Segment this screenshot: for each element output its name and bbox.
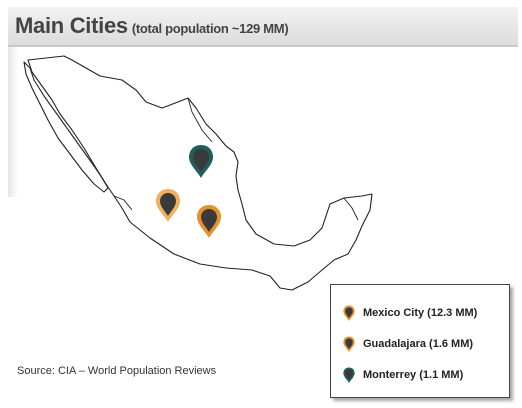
- mexico-outline-svg: [23, 55, 373, 291]
- baja-california: [23, 61, 109, 193]
- map-pin-icon: [343, 305, 355, 321]
- mexico-city-pin-icon: [197, 205, 221, 238]
- source-note: Source: CIA – World Population Reviews: [17, 365, 217, 377]
- legend-label: Monterrey (1.1 MM): [363, 369, 464, 381]
- page-title: Main Cities (total population ~129 MM): [15, 13, 289, 39]
- page-subtitle: (total population ~129 MM): [131, 21, 289, 36]
- guadalajara-pin-icon: [156, 189, 180, 222]
- title-text: Main Cities: [15, 13, 128, 38]
- side-shadow: [8, 47, 18, 197]
- legend-label: Mexico City (12.3 MM): [363, 307, 478, 319]
- monterrey-pin-icon: [189, 145, 213, 178]
- map-pin-icon: [343, 367, 355, 383]
- legend-item-mexico-city: Mexico City (12.3 MM): [343, 305, 477, 321]
- legend-label: Guadalajara (1.6 MM): [363, 338, 474, 350]
- title-bar: Main Cities (total population ~129 MM): [8, 7, 518, 47]
- yucatan-detail: [343, 197, 359, 221]
- pacific-coast-detail: [113, 195, 133, 211]
- legend-item-guadalajara: Guadalajara (1.6 MM): [343, 336, 473, 352]
- map-pin-icon: [343, 336, 355, 352]
- map-legend: Mexico City (12.3 MM) Guadalajara (1.6 M…: [330, 284, 510, 398]
- gulf-coast-detail: [187, 97, 213, 143]
- mexico-map: [12, 50, 378, 300]
- legend-item-monterrey: Monterrey (1.1 MM): [343, 367, 463, 383]
